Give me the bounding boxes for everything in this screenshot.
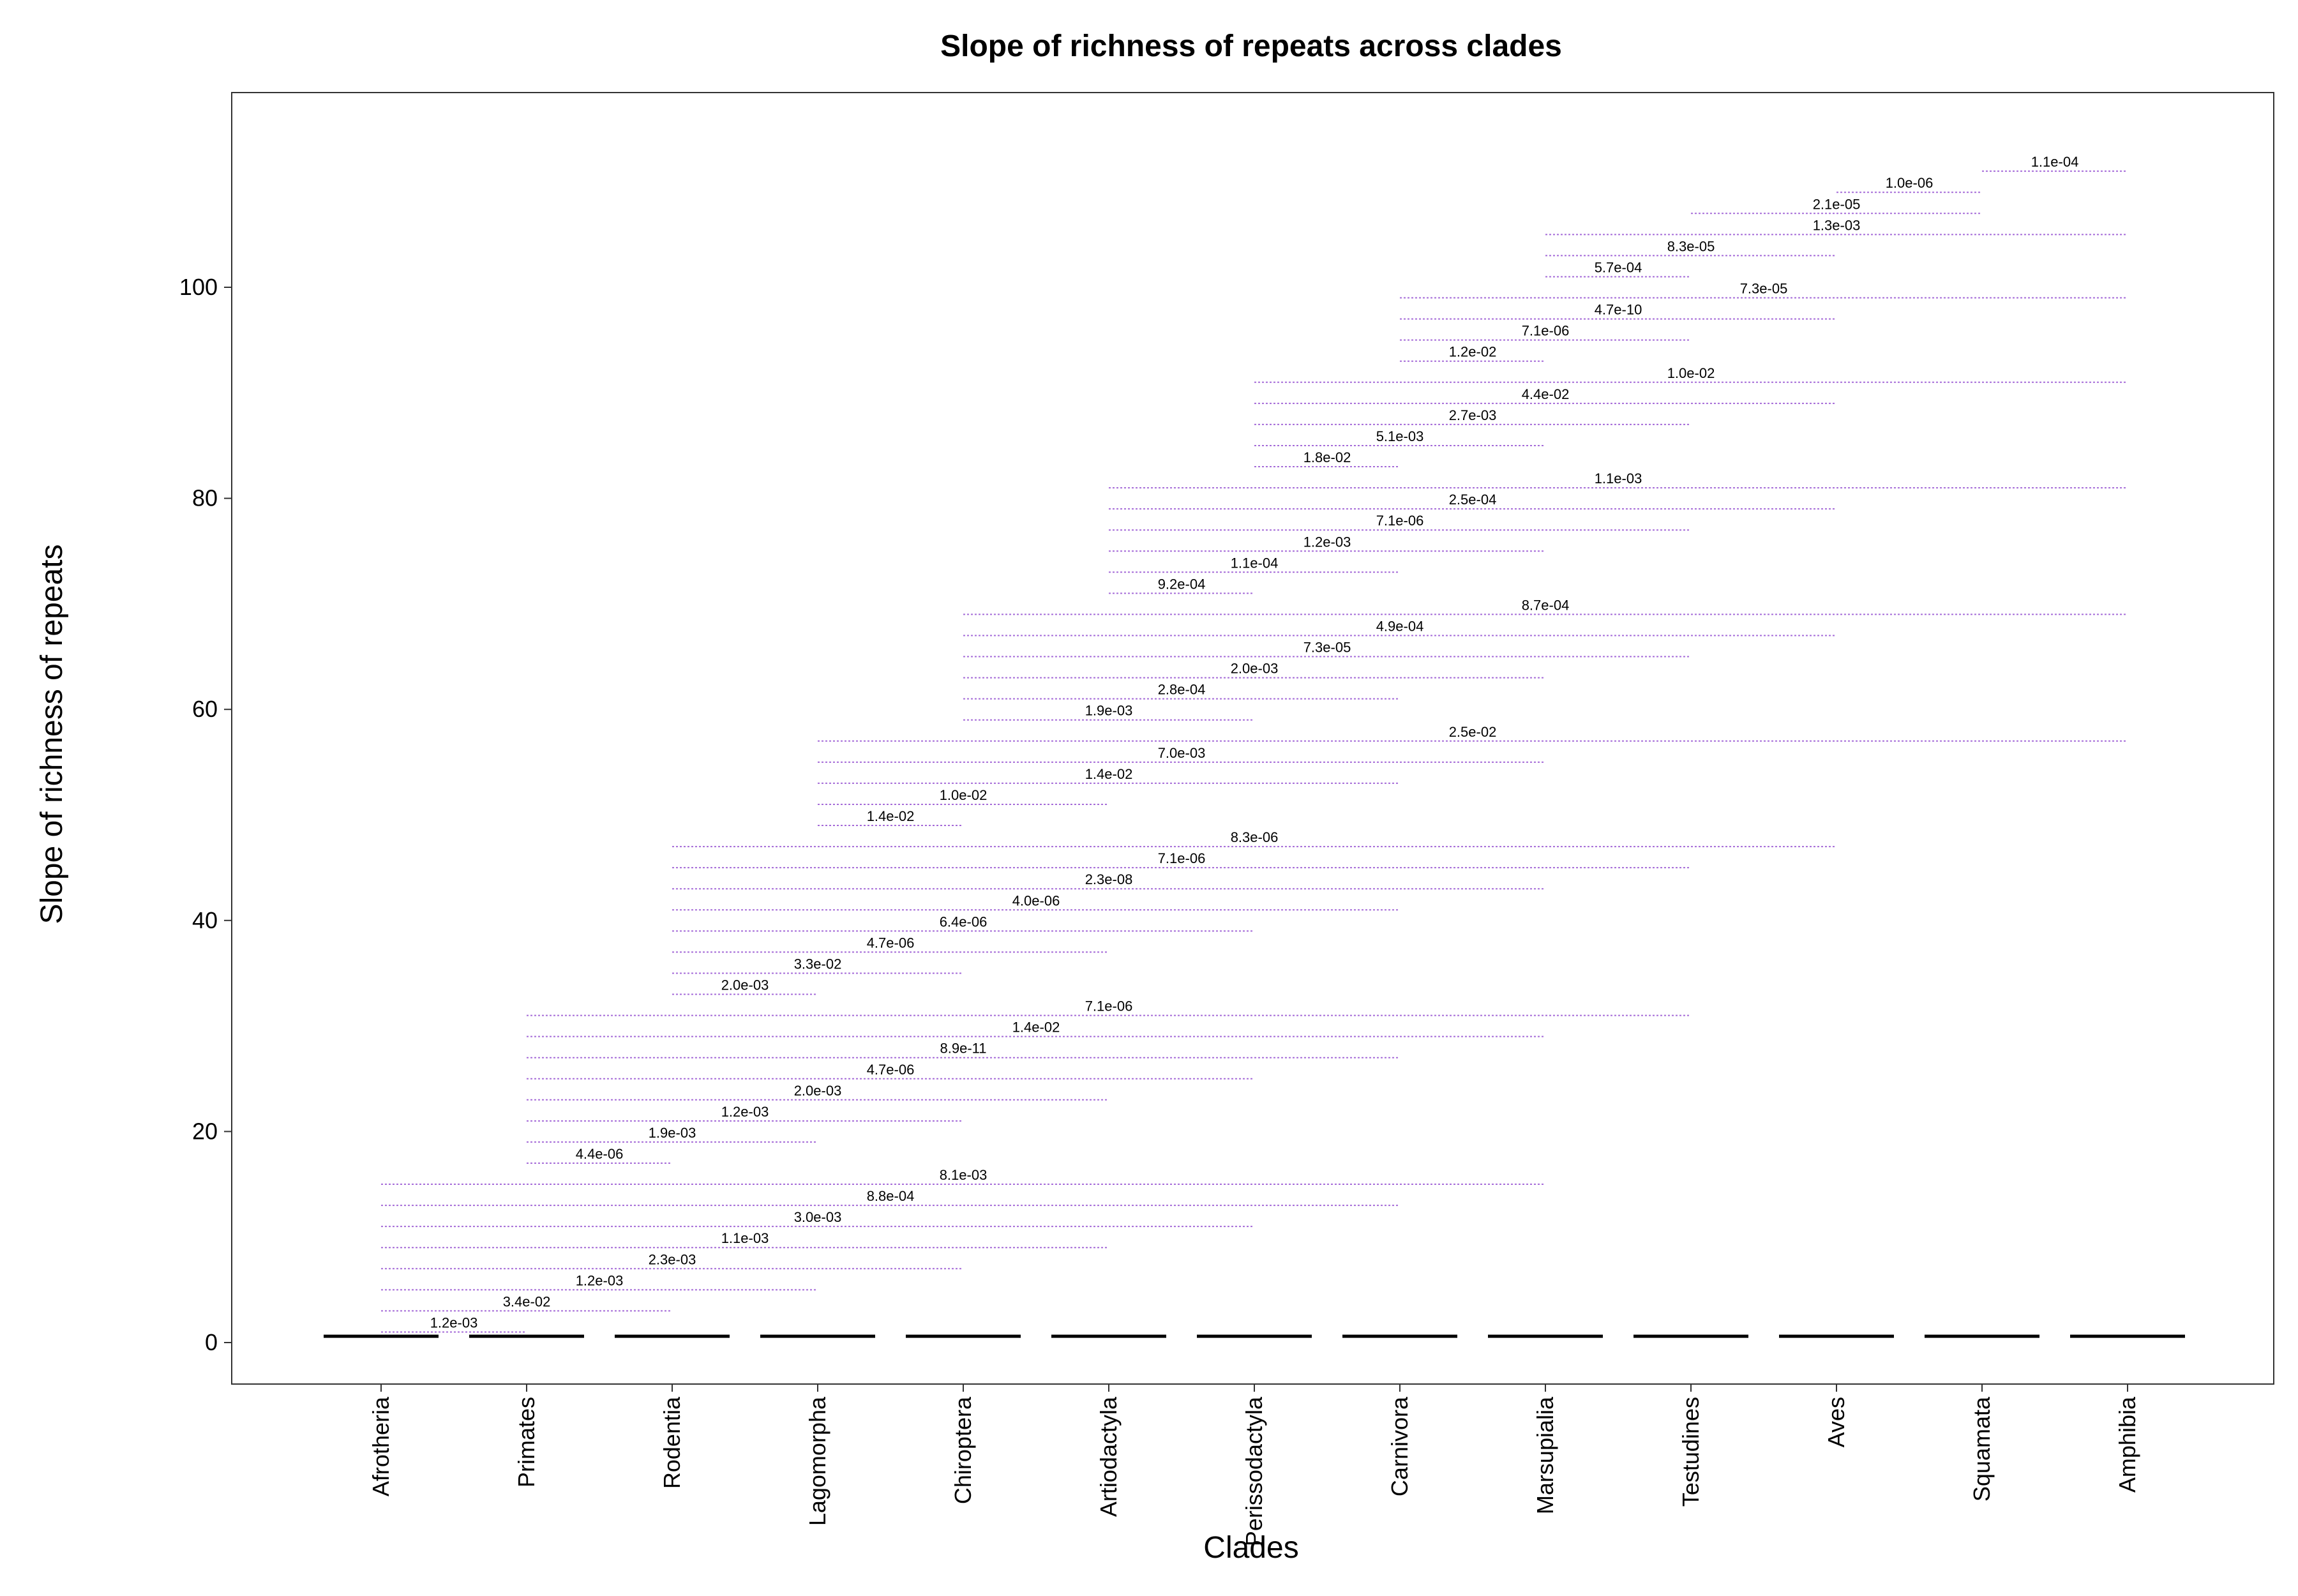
p-value-label: 1.2e-03: [721, 1104, 769, 1120]
p-value-label: 1.9e-03: [1085, 703, 1133, 719]
p-value-label: 8.1e-03: [940, 1167, 988, 1183]
p-value-label: 1.0e-02: [1667, 365, 1715, 381]
p-value-label: 1.1e-03: [721, 1230, 769, 1246]
y-axis: 0 20 40 60 80 100: [179, 274, 232, 1355]
p-value-label: 9.2e-04: [1158, 576, 1206, 592]
p-value-label: 1.1e-03: [1595, 471, 1642, 486]
p-value-label: 1.1e-04: [2031, 154, 2079, 170]
p-value-label: 4.4e-02: [1522, 386, 1570, 402]
p-value-label: 1.4e-02: [1012, 1020, 1060, 1035]
x-tick-label: Testudines: [1678, 1397, 1704, 1507]
y-tick-label: 80: [192, 485, 218, 511]
x-axis-title: Clades: [1203, 1531, 1298, 1565]
p-value-label: 3.0e-03: [794, 1209, 842, 1225]
p-value-label: 1.0e-06: [1886, 175, 1934, 191]
p-value-label: 1.4e-02: [867, 808, 915, 824]
p-value-label: 8.7e-04: [1522, 597, 1570, 613]
p-value-label: 4.7e-10: [1595, 302, 1642, 318]
p-value-label: 1.2e-03: [1303, 534, 1351, 550]
x-tick-label: Artiodactyla: [1095, 1396, 1122, 1517]
p-value-label: 2.8e-04: [1158, 682, 1206, 698]
x-tick-label: Squamata: [1969, 1396, 1995, 1502]
x-tick-label: Afrotheria: [368, 1396, 394, 1496]
p-value-label: 1.2e-03: [430, 1314, 478, 1330]
p-value-label: 1.9e-03: [649, 1125, 696, 1141]
x-tick-label: Rodentia: [659, 1396, 685, 1489]
p-value-label: 5.7e-04: [1595, 259, 1642, 275]
p-value-label: 8.3e-06: [1231, 829, 1279, 845]
p-value-label: 2.3e-08: [1085, 871, 1133, 887]
p-value-label: 1.0e-02: [940, 787, 988, 803]
chart-title: Slope of richness of repeats across clad…: [940, 29, 1562, 63]
x-axis: Afrotheria Primates Rodentia Lagomorpha Chir…: [368, 1384, 2140, 1546]
x-tick-label: Amphibia: [2114, 1396, 2140, 1493]
p-value-label: 7.1e-06: [1158, 850, 1206, 866]
p-value-label: 4.0e-06: [1012, 892, 1060, 908]
p-value-label: 7.3e-05: [1303, 640, 1351, 656]
y-tick-label: 60: [192, 696, 218, 722]
p-value-label: 2.1e-05: [1813, 196, 1861, 212]
p-value-label: 5.1e-03: [1376, 428, 1424, 444]
x-tick-label: Perissodactyla: [1241, 1396, 1267, 1546]
p-value-label: 1.3e-03: [1813, 217, 1861, 233]
p-value-label: 1.1e-04: [1231, 555, 1279, 571]
x-tick-label: Lagomorpha: [804, 1396, 830, 1526]
p-value-label: 7.1e-06: [1085, 998, 1133, 1014]
p-value-label: 3.3e-02: [794, 956, 842, 972]
plot-panel-border: [231, 92, 2274, 1385]
p-value-label: 4.9e-04: [1376, 618, 1424, 634]
p-value-label: 4.7e-06: [867, 935, 915, 951]
p-value-label: 2.0e-03: [721, 977, 769, 993]
p-value-label: 7.1e-06: [1376, 513, 1424, 529]
y-tick-label: 40: [192, 907, 218, 933]
p-value-label: 2.0e-03: [1231, 661, 1279, 677]
p-value-label: 7.3e-05: [1740, 281, 1788, 297]
p-value-label: 8.3e-05: [1667, 238, 1715, 254]
p-value-label: 1.8e-02: [1303, 449, 1351, 465]
p-value-label: 6.4e-06: [940, 914, 988, 930]
p-value-label: 3.4e-02: [503, 1293, 551, 1309]
x-tick-label: Primates: [513, 1397, 539, 1487]
p-value-label: 2.3e-03: [649, 1251, 696, 1267]
y-tick-label: 0: [205, 1329, 218, 1355]
x-tick-label: Carnivora: [1386, 1396, 1413, 1496]
p-value-label: 2.5e-02: [1449, 724, 1497, 740]
comparison-brackets: 1.2e-03 3.4e-02 1.2e-03 2.3e-03 1.1e-03 3.0e-…: [381, 154, 2128, 1333]
y-axis-title: Slope of richness of repeats: [35, 544, 69, 924]
p-value-label: 8.9e-11: [940, 1041, 987, 1057]
p-value-label: 8.8e-04: [867, 1188, 915, 1204]
x-tick-label: Aves: [1823, 1397, 1849, 1447]
p-value-label: 7.0e-03: [1158, 745, 1206, 761]
p-value-label: 4.7e-06: [867, 1062, 915, 1078]
p-value-label: 2.5e-04: [1449, 492, 1497, 508]
x-tick-label: Chiroptera: [950, 1396, 976, 1504]
p-value-label: 1.2e-03: [576, 1272, 624, 1288]
p-value-label: 2.0e-03: [794, 1083, 842, 1099]
p-value-label: 7.1e-06: [1522, 323, 1570, 339]
y-tick-label: 20: [192, 1118, 218, 1144]
p-value-label: 1.2e-02: [1449, 344, 1497, 360]
p-value-label: 4.4e-06: [576, 1146, 624, 1162]
y-tick-label: 100: [179, 274, 218, 300]
p-value-label: 2.7e-03: [1449, 407, 1497, 423]
p-value-label: 1.4e-02: [1085, 766, 1133, 782]
x-tick-label: Marsupialia: [1532, 1396, 1558, 1514]
